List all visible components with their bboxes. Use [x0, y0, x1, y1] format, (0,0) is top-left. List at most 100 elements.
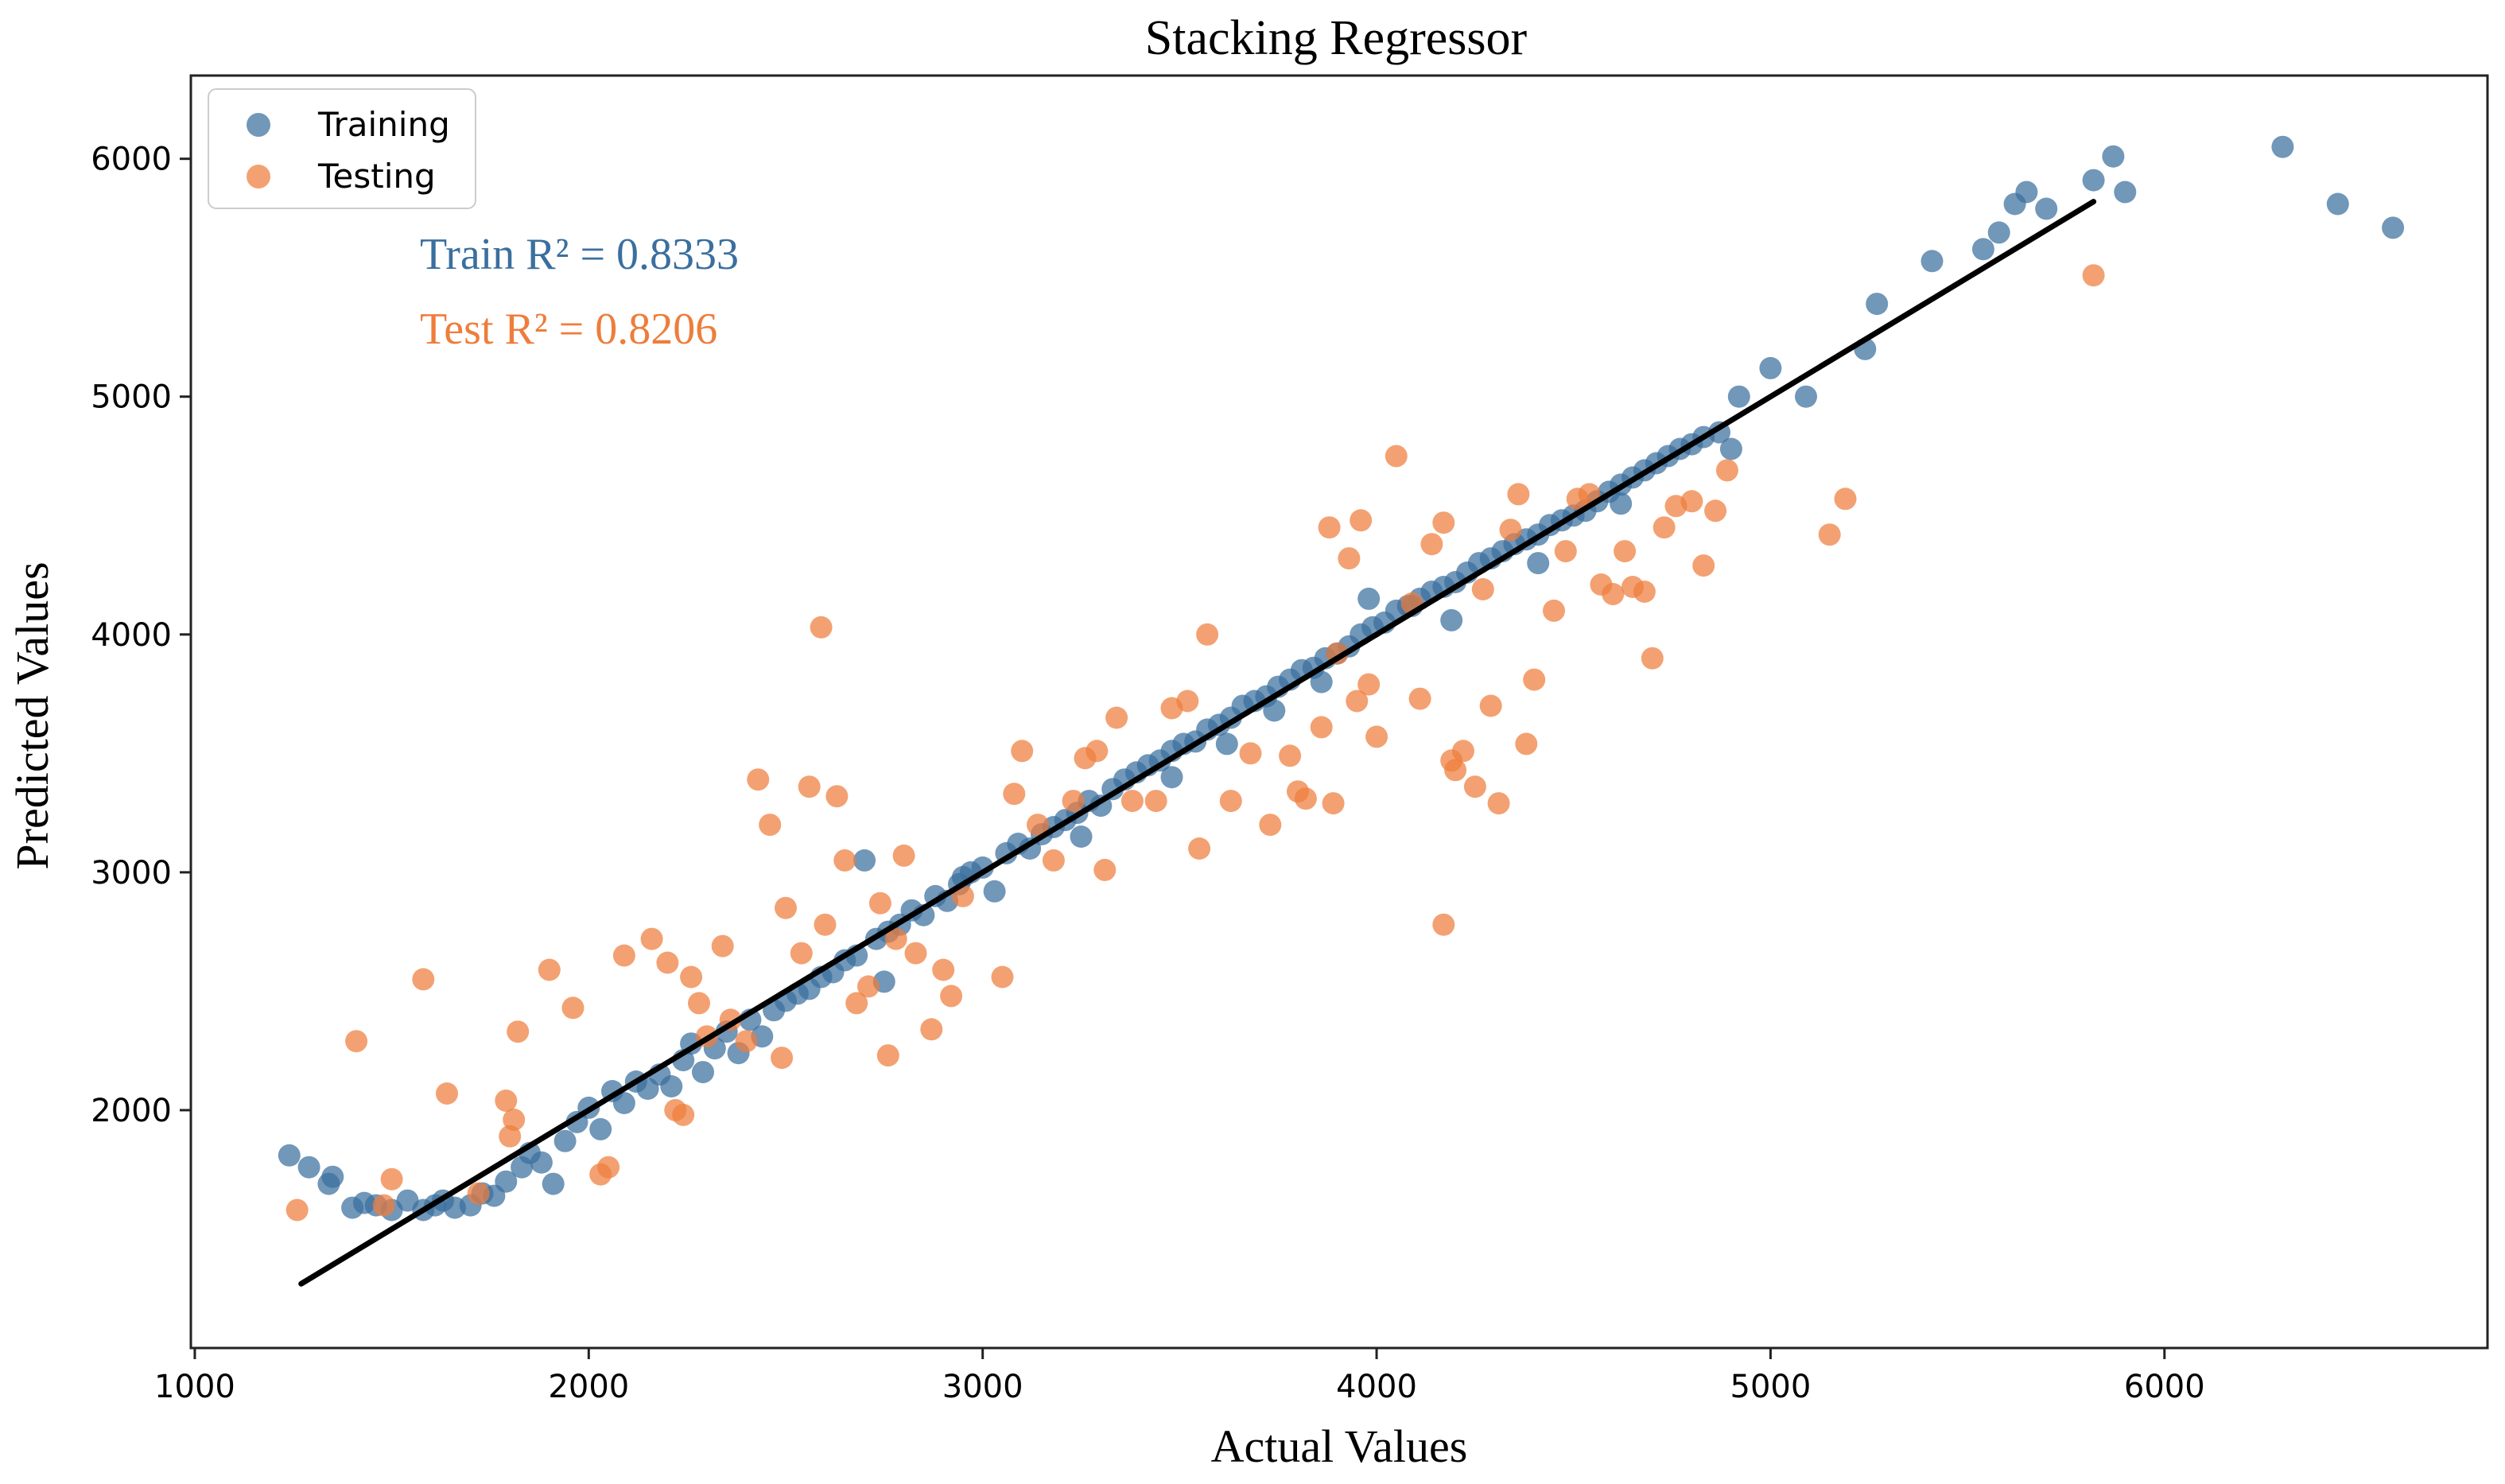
y-axis-ticks: 2000 3000 4000 5000 6000: [91, 142, 191, 1129]
testing-point: [932, 958, 955, 981]
training-point: [1759, 356, 1782, 379]
training-point: [1795, 385, 1817, 408]
testing-point: [857, 975, 880, 998]
training-point: [297, 1156, 320, 1179]
testing-point: [1543, 599, 1565, 622]
training-point: [692, 1061, 714, 1084]
test-r2-annotation: Test R² = 0.8206: [420, 305, 717, 354]
training-point: [553, 1129, 577, 1152]
x-tick-label: 2000: [548, 1369, 629, 1405]
testing-point: [1507, 483, 1530, 506]
testing-point: [1602, 583, 1625, 605]
testing-point: [1432, 913, 1455, 936]
legend-label-training: Training: [317, 105, 450, 144]
legend: Training Testing: [208, 88, 476, 209]
y-tick-label: 3000: [91, 855, 172, 892]
training-point: [589, 1117, 612, 1140]
testing-point: [892, 844, 915, 867]
testing-point: [1346, 690, 1369, 713]
training-point: [1727, 385, 1750, 408]
testing-point: [1385, 445, 1408, 468]
x-tick-label: 5000: [1730, 1369, 1812, 1405]
testing-point: [1432, 511, 1455, 534]
testing-point: [1318, 516, 1341, 539]
testing-point: [503, 1108, 526, 1131]
testing-point: [1003, 783, 1026, 806]
x-tick-label: 4000: [1336, 1369, 1417, 1405]
training-point: [1719, 437, 1742, 460]
training-point: [2015, 181, 2038, 204]
legend-marker-training: [247, 113, 270, 137]
testing-point: [1350, 509, 1373, 532]
plot-area-frame: [189, 74, 2489, 1350]
testing-point: [436, 1082, 458, 1105]
testing-point: [1093, 858, 1117, 881]
testing-point: [711, 934, 734, 958]
training-point: [2102, 145, 2125, 168]
testing-point: [1188, 837, 1211, 860]
testing-point: [680, 965, 703, 989]
testing-point: [1357, 673, 1381, 696]
training-point: [1527, 552, 1550, 575]
testing-point: [1515, 732, 1538, 756]
testing-point: [747, 768, 770, 791]
testing-point: [507, 1020, 530, 1043]
testing-point: [538, 958, 561, 981]
testing-point: [1834, 488, 1857, 511]
testing-point: [1487, 792, 1510, 815]
testing-point: [845, 992, 868, 1015]
testing-point: [1680, 490, 1703, 513]
training-point: [853, 849, 876, 872]
training-point: [2035, 197, 2058, 220]
testing-point: [810, 616, 833, 639]
testing-point: [467, 1182, 490, 1205]
training-point: [321, 1165, 344, 1188]
testing-point: [672, 1103, 695, 1126]
testing-point: [1463, 775, 1486, 798]
testing-point: [1444, 759, 1467, 782]
training-point: [1920, 250, 1944, 273]
training-point: [1215, 732, 1238, 756]
training-point: [278, 1144, 301, 1167]
testing-point: [1704, 499, 1727, 523]
testing-point: [771, 1047, 794, 1070]
testing-point: [1365, 725, 1388, 748]
testing-point: [345, 1030, 368, 1053]
testing-point: [1011, 740, 1034, 763]
testing-point: [833, 849, 856, 872]
testing-point: [1633, 581, 1656, 603]
testing-point: [1452, 740, 1474, 763]
testing-point: [561, 996, 584, 1020]
training-point: [495, 1170, 518, 1193]
testing-point: [1554, 540, 1577, 563]
testing-point: [612, 944, 635, 967]
testing-point: [1279, 744, 1302, 767]
x-axis-label: Actual Values: [1211, 1420, 1468, 1472]
testing-point: [1653, 516, 1676, 539]
training-point: [1070, 826, 1093, 848]
y-tick-label: 5000: [91, 379, 172, 416]
fit-line-layer: [298, 199, 2097, 1287]
legend-box: [208, 88, 476, 209]
training-point: [660, 1075, 683, 1097]
testing-point: [1042, 849, 1065, 872]
fit-line: [298, 199, 2097, 1287]
series-testing: [285, 264, 2105, 1222]
x-tick-label: 1000: [154, 1369, 235, 1405]
chart-title: Stacking Regressor: [1145, 11, 1528, 65]
testing-point: [1614, 540, 1637, 563]
testing-point: [1294, 787, 1317, 810]
testing-point: [495, 1090, 518, 1112]
testing-point: [1322, 792, 1345, 815]
training-point: [1440, 608, 1463, 631]
testing-point: [1176, 690, 1199, 713]
testing-point: [904, 942, 927, 965]
testing-point: [814, 913, 837, 936]
testing-point: [1692, 554, 1715, 577]
legend-label-testing: Testing: [317, 157, 436, 196]
training-point: [612, 1092, 635, 1114]
testing-point: [775, 896, 797, 919]
testing-point: [656, 951, 679, 974]
testing-point: [412, 968, 435, 991]
